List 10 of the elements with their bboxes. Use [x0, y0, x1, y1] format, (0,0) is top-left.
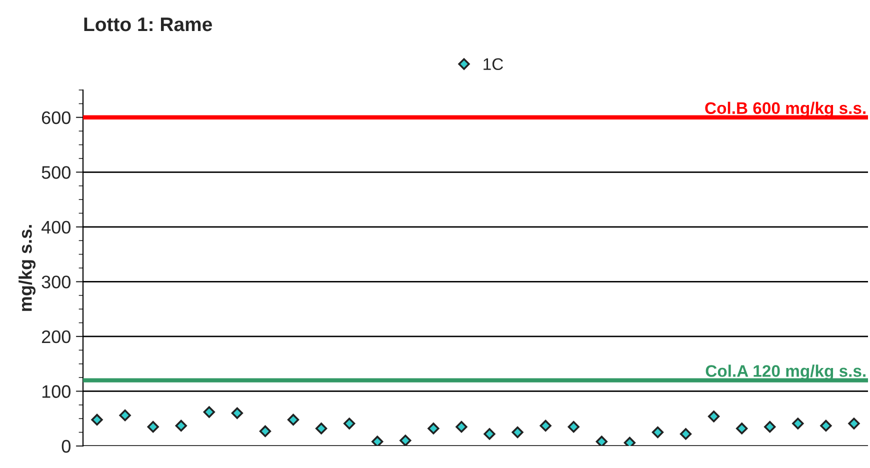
- y-axis-title: mg/kg s.s.: [18, 225, 36, 311]
- y-tick-label: 100: [42, 385, 70, 398]
- legend-label: 1C: [484, 58, 504, 70]
- y-tick-label: 300: [42, 276, 70, 288]
- y-tick-label: 200: [42, 330, 70, 344]
- y-tick-label: 400: [41, 220, 70, 234]
- chart-title: Lotto 1: Rame: [84, 18, 212, 32]
- y-tick-label: 600: [42, 111, 70, 124]
- y-tick-label: 500: [42, 166, 70, 179]
- y-tick-label: 0: [62, 440, 70, 453]
